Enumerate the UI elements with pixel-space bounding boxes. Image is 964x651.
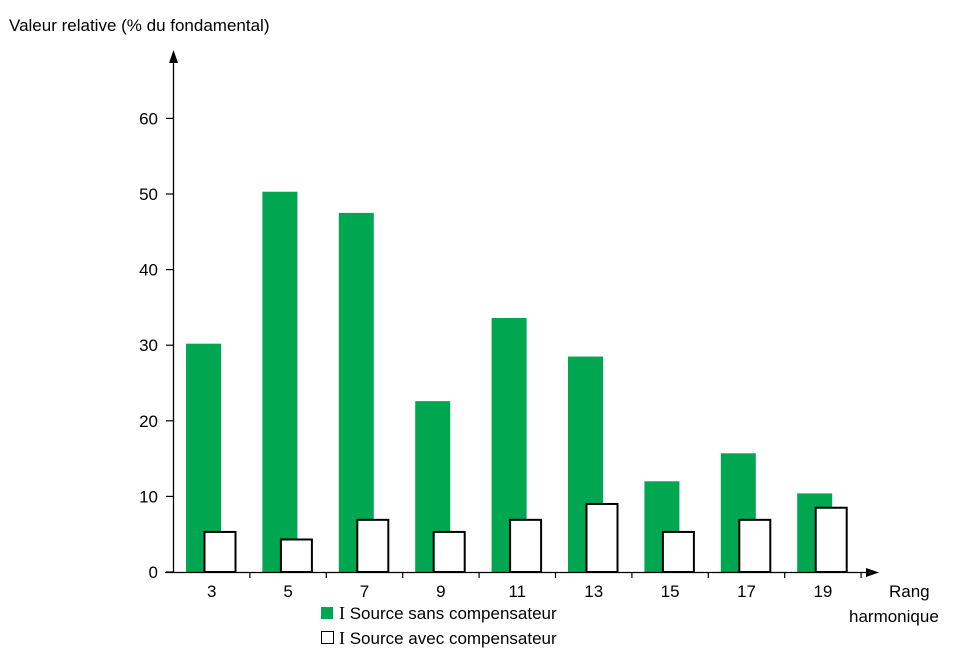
x-tick-label: 19 bbox=[813, 582, 832, 601]
bar-avec-compensateur bbox=[356, 518, 390, 573]
ticks-layer: 0 10 20 30 40 50 60 3 5 7 9 11 13 15 17 19 bbox=[139, 109, 862, 601]
x-axis-label-line2: harmonique bbox=[849, 607, 939, 626]
legend-entry-sans: I Source sans compensateur bbox=[339, 603, 557, 623]
bar-avec-compensateur bbox=[509, 518, 543, 573]
legend-entry-avec-prefix: I bbox=[339, 628, 345, 648]
y-tick-label: 0 bbox=[149, 563, 158, 582]
legend-swatch-sans bbox=[321, 607, 333, 619]
bar-avec-compensateur bbox=[585, 502, 619, 573]
x-tick-label: 13 bbox=[584, 582, 603, 601]
x-tick-label: 7 bbox=[360, 582, 369, 601]
legend-swatch-avec bbox=[321, 631, 334, 644]
bar-sans-compensateur bbox=[338, 212, 374, 572]
y-tick-label: 40 bbox=[139, 261, 158, 280]
bar-avec-compensateur bbox=[279, 538, 313, 574]
y-tick-label: 60 bbox=[139, 109, 158, 128]
y-axis-label: Valeur relative (% du fondamental) bbox=[9, 16, 270, 35]
bar-sans-compensateur bbox=[262, 191, 298, 572]
bars-layer bbox=[186, 191, 848, 574]
y-tick-label: 50 bbox=[139, 185, 158, 204]
x-tick-label: 3 bbox=[207, 582, 216, 601]
x-tick-label: 5 bbox=[283, 582, 292, 601]
bar-avec-compensateur bbox=[738, 518, 772, 573]
legend-entry-avec: I Source avec compensateur bbox=[339, 628, 557, 648]
x-tick-label: 17 bbox=[737, 582, 756, 601]
y-tick-label: 30 bbox=[139, 336, 158, 355]
bar-avec-compensateur bbox=[203, 530, 237, 574]
bar-avec-compensateur bbox=[432, 530, 466, 574]
x-axis-arrow-icon bbox=[866, 568, 879, 577]
y-tick-label: 20 bbox=[139, 412, 158, 431]
legend: I Source sans compensateur I Source avec… bbox=[321, 603, 557, 648]
x-axis-label-line1: Rang bbox=[889, 582, 930, 601]
x-tick-label: 11 bbox=[508, 582, 526, 601]
y-axis-arrow-icon bbox=[169, 50, 178, 63]
legend-entry-avec-label: Source avec compensateur bbox=[345, 629, 557, 648]
bar-avec-compensateur bbox=[661, 530, 695, 574]
axes-layer: Valeur relative (% du fondamental) Rang … bbox=[9, 16, 939, 626]
x-tick-label: 9 bbox=[436, 582, 445, 601]
legend-entry-sans-label: Source sans compensateur bbox=[345, 604, 557, 623]
bar-avec-compensateur bbox=[814, 506, 848, 573]
y-tick-label: 10 bbox=[139, 487, 158, 506]
x-tick-label: 15 bbox=[661, 582, 680, 601]
legend-entry-sans-prefix: I bbox=[339, 603, 345, 623]
